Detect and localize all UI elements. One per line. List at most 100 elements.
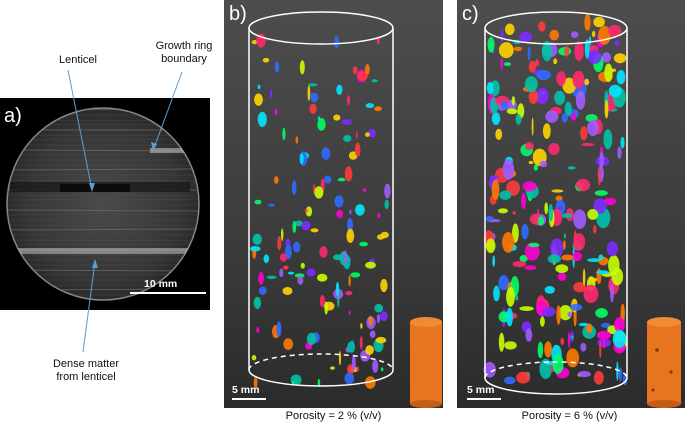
pore xyxy=(266,275,277,279)
pore xyxy=(498,332,505,352)
pore xyxy=(492,255,496,267)
pore xyxy=(308,83,318,87)
pore xyxy=(282,287,293,295)
pore xyxy=(524,142,534,151)
pore-render-b xyxy=(248,11,442,408)
pore xyxy=(257,84,261,90)
pore xyxy=(310,228,319,233)
pore xyxy=(367,129,376,138)
pore xyxy=(359,336,363,350)
pore xyxy=(491,179,500,201)
pore xyxy=(524,76,538,93)
pore xyxy=(580,342,587,352)
pore xyxy=(521,192,526,210)
pore xyxy=(346,228,355,243)
pore xyxy=(333,254,343,261)
pore xyxy=(542,123,551,139)
pore xyxy=(584,14,591,31)
scale-bar-b xyxy=(232,398,266,400)
pore xyxy=(573,233,586,251)
pore xyxy=(274,61,280,73)
pore xyxy=(527,46,531,61)
pore xyxy=(347,341,356,353)
pore xyxy=(369,330,376,339)
pore xyxy=(539,160,548,168)
pore xyxy=(371,79,378,83)
pore xyxy=(564,45,570,57)
pore xyxy=(581,142,595,147)
label-lenticel: Lenticel xyxy=(59,54,97,66)
pore xyxy=(495,128,503,141)
pore xyxy=(337,294,340,308)
pore xyxy=(300,262,305,269)
pore xyxy=(350,272,361,278)
pore xyxy=(614,317,625,333)
sample-cylinder-c xyxy=(647,317,681,408)
pore xyxy=(567,166,576,170)
panel-a-letter: a) xyxy=(4,105,22,127)
pore xyxy=(545,110,559,123)
pore xyxy=(540,316,545,327)
pore xyxy=(505,23,515,36)
pore xyxy=(500,28,504,44)
pore xyxy=(299,153,304,165)
pore xyxy=(521,224,529,240)
pore xyxy=(617,146,622,159)
pore xyxy=(321,147,331,160)
pore xyxy=(352,66,358,75)
pore xyxy=(274,108,278,116)
pore xyxy=(282,127,286,141)
pore xyxy=(493,285,500,302)
pore xyxy=(503,62,511,66)
pore xyxy=(533,164,538,171)
pore xyxy=(489,175,500,179)
porosity-caption-b: Porosity = 2 % (v/v) xyxy=(285,410,382,422)
pore xyxy=(537,341,544,359)
pore xyxy=(349,209,352,215)
pore xyxy=(299,60,305,75)
pore xyxy=(593,16,605,28)
panel-b-letter: b) xyxy=(229,3,247,25)
pore xyxy=(324,301,328,315)
pore xyxy=(380,367,384,372)
pore xyxy=(365,103,375,109)
pore xyxy=(293,241,301,253)
panel-c-letter: c) xyxy=(462,3,479,25)
pore xyxy=(562,240,566,250)
pore xyxy=(570,335,574,339)
pore xyxy=(334,195,344,208)
pore xyxy=(485,216,494,221)
pore xyxy=(604,100,609,119)
pore xyxy=(365,261,376,269)
pore xyxy=(376,313,381,324)
pore xyxy=(552,354,564,374)
pore xyxy=(562,77,576,94)
pore xyxy=(282,265,289,270)
pore xyxy=(587,209,599,220)
pore xyxy=(600,322,611,328)
pore xyxy=(365,376,376,389)
pore xyxy=(516,371,531,384)
pore xyxy=(384,199,389,210)
pore xyxy=(611,267,624,286)
pore xyxy=(365,345,374,355)
pore xyxy=(561,213,573,219)
pore xyxy=(262,57,270,63)
pore xyxy=(502,232,515,253)
pore xyxy=(294,273,305,278)
pore xyxy=(578,322,590,327)
pore xyxy=(297,276,304,285)
pore xyxy=(304,208,308,213)
pore xyxy=(586,323,593,334)
pore xyxy=(258,271,264,285)
pore xyxy=(535,59,540,67)
pore xyxy=(258,286,267,295)
pore-render-c xyxy=(483,11,681,408)
pore xyxy=(274,176,279,184)
pore xyxy=(379,311,388,322)
pore xyxy=(487,36,495,53)
pore xyxy=(557,272,567,281)
pore xyxy=(256,327,260,333)
pore xyxy=(251,40,258,45)
pore xyxy=(528,89,539,105)
